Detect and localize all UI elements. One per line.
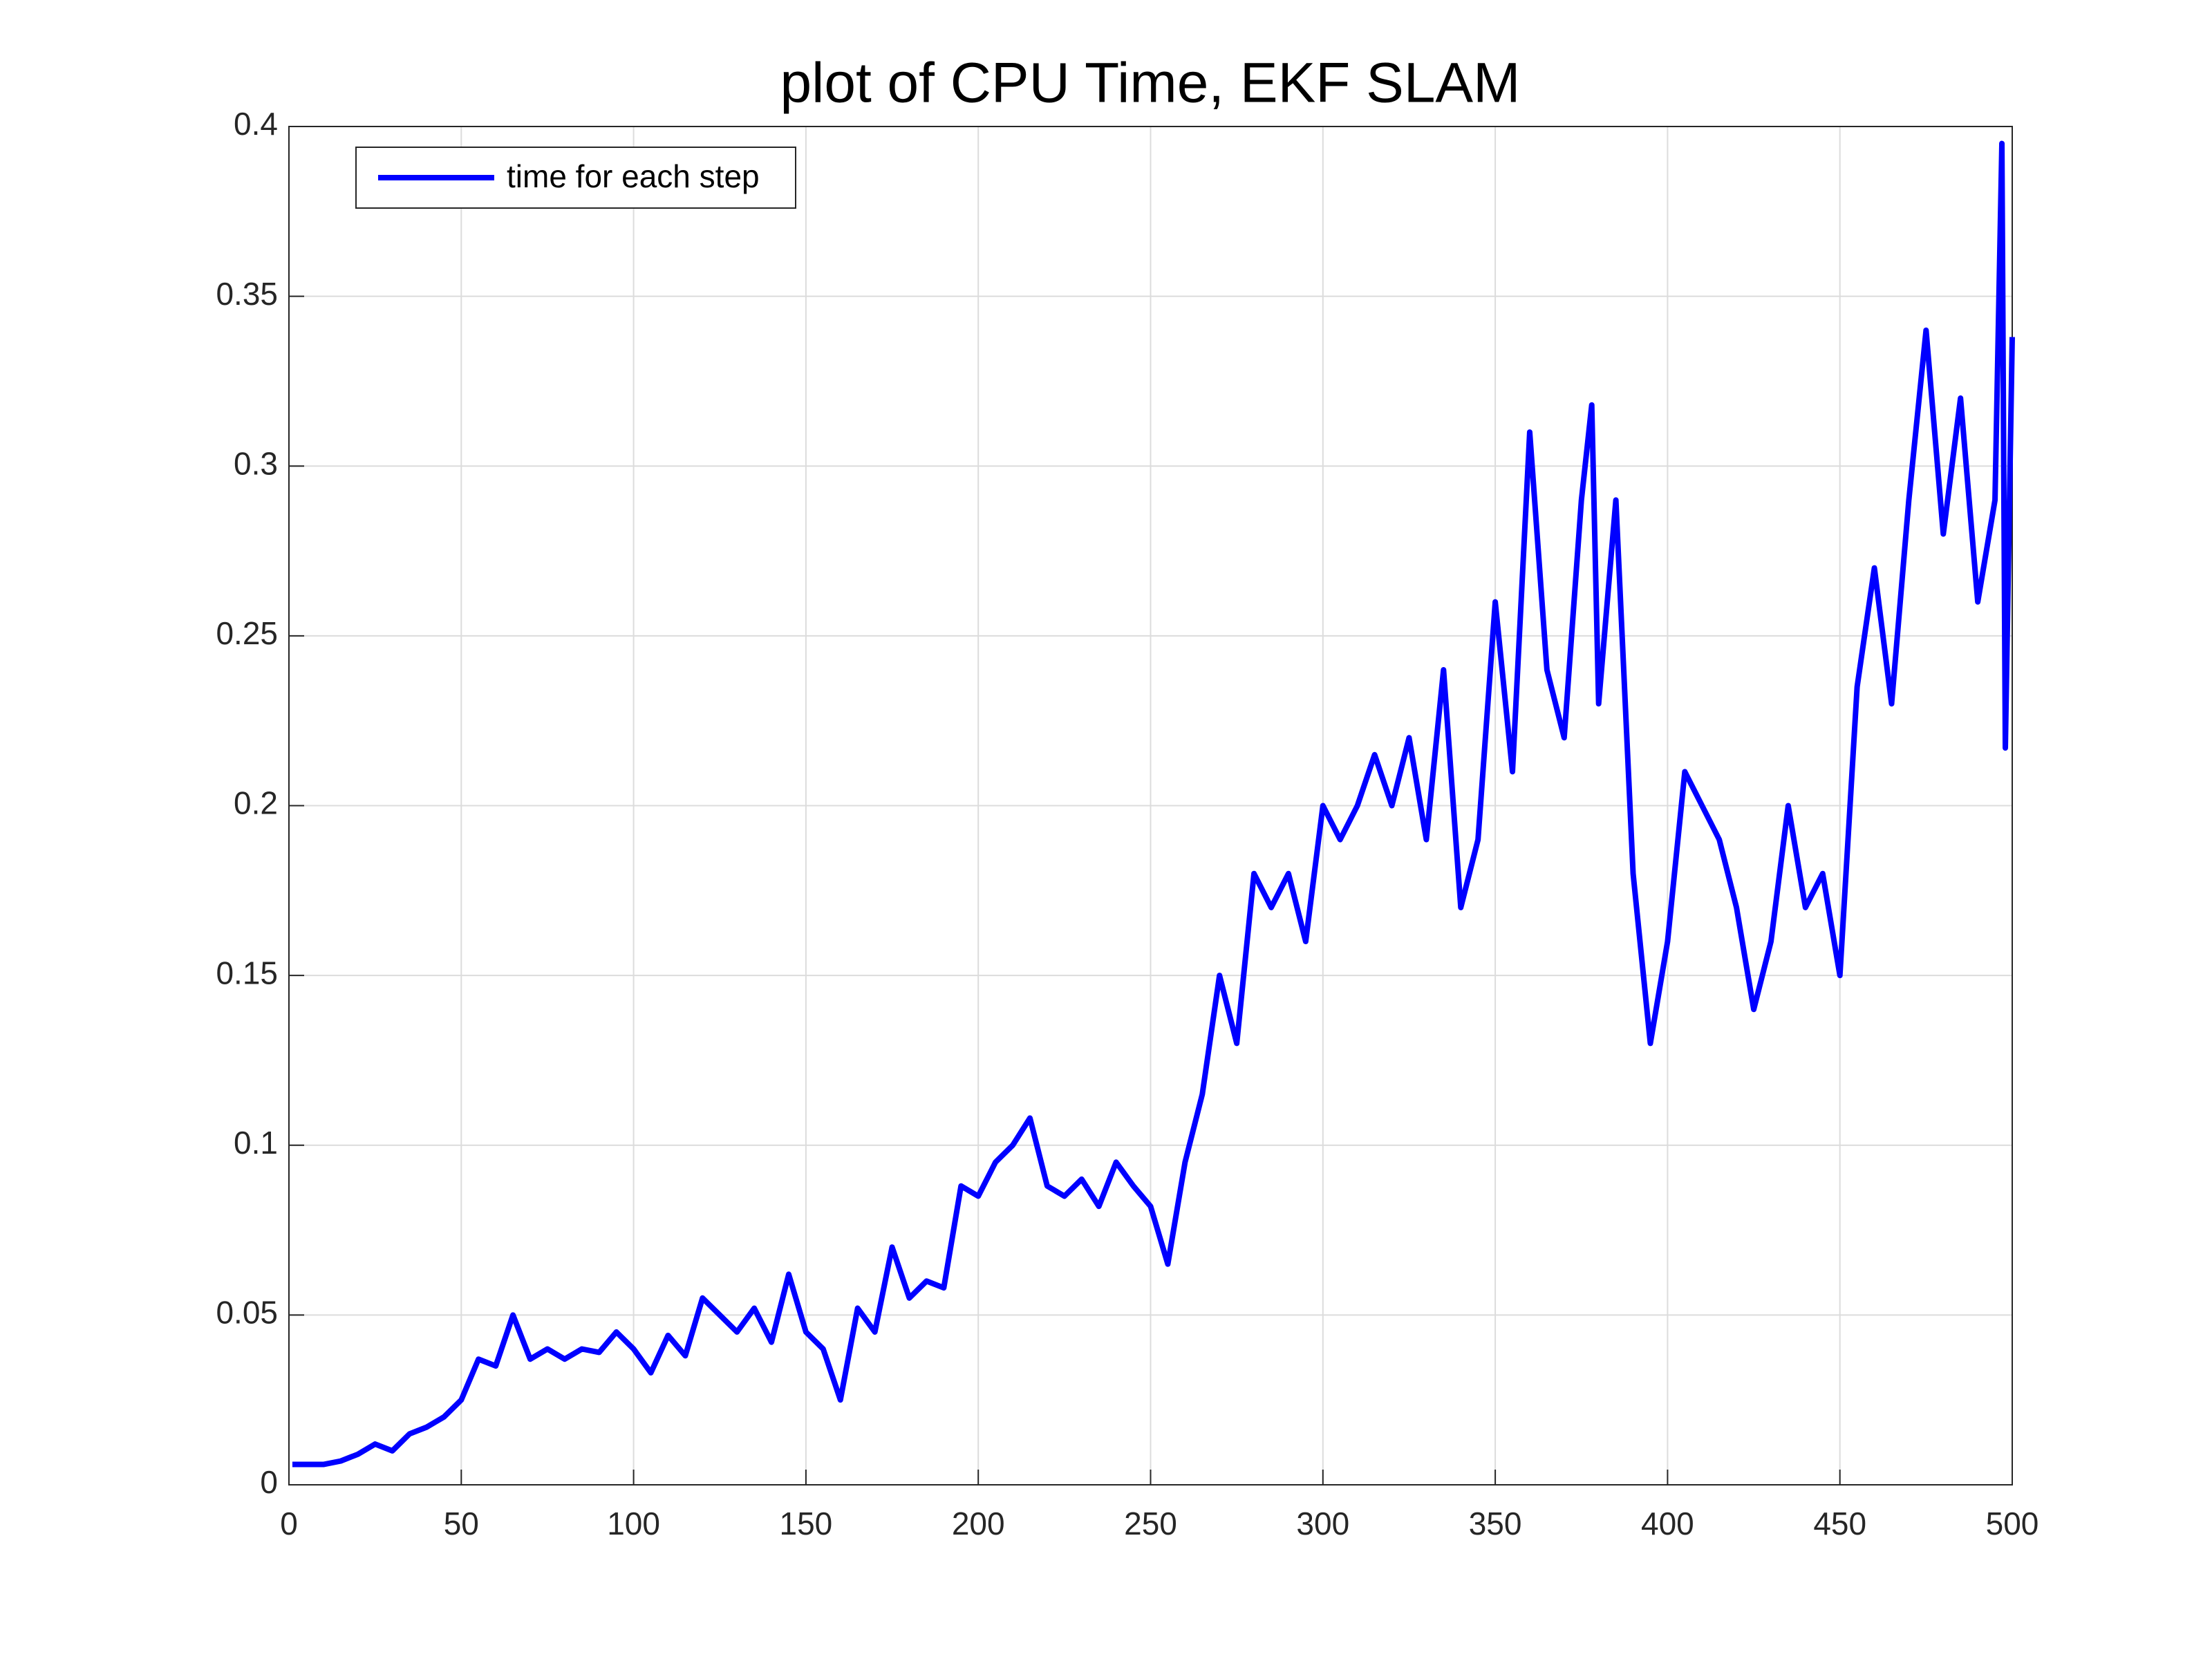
y-tick-label: 0.05 bbox=[216, 1295, 278, 1331]
y-tick-label: 0.25 bbox=[216, 615, 278, 651]
axes-box bbox=[288, 126, 2013, 1485]
y-tick-label: 0.2 bbox=[234, 785, 278, 821]
x-tick-label: 450 bbox=[1813, 1506, 1866, 1541]
x-tick-label: 500 bbox=[1986, 1506, 2039, 1541]
x-tick-label: 300 bbox=[1296, 1506, 1349, 1541]
data-line bbox=[292, 140, 2015, 1468]
x-tick-label: 400 bbox=[1641, 1506, 1694, 1541]
y-tick-label: 0.1 bbox=[234, 1125, 278, 1161]
y-tick-label: 0.3 bbox=[234, 445, 278, 481]
x-tick-label: 150 bbox=[780, 1506, 833, 1541]
legend-label: time for each step bbox=[507, 158, 760, 194]
x-tick-label: 50 bbox=[444, 1506, 479, 1541]
y-tick-label: 0.4 bbox=[234, 106, 278, 142]
x-tick-label: 350 bbox=[1469, 1506, 1522, 1541]
x-tick-label: 200 bbox=[952, 1506, 1005, 1541]
y-tick-label: 0.35 bbox=[216, 276, 278, 312]
x-tick-label: 100 bbox=[607, 1506, 660, 1541]
chart-title: plot of CPU Time, EKF SLAM bbox=[780, 52, 1521, 115]
y-tick-label: 0.15 bbox=[216, 955, 278, 991]
y-tick-label: 0 bbox=[260, 1464, 278, 1500]
x-tick-label: 0 bbox=[280, 1506, 298, 1541]
x-tick-label: 250 bbox=[1124, 1506, 1177, 1541]
